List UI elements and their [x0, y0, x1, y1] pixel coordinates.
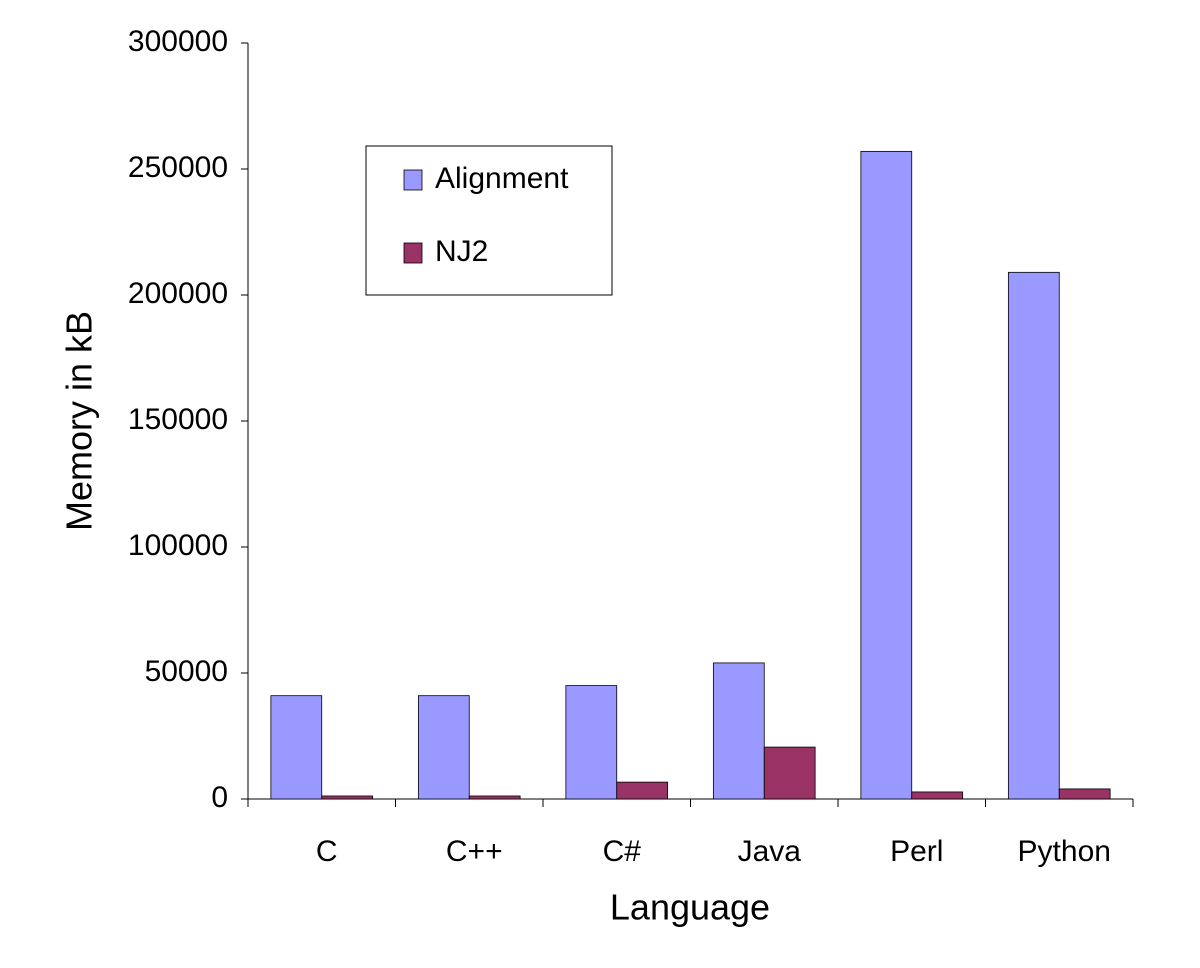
bar [911, 791, 964, 800]
legend-label: NJ2 [435, 235, 488, 268]
y-tick-label: 200000 [128, 277, 228, 310]
y-axis-title: Memory in kB [59, 311, 100, 531]
y-tick-label: 250000 [128, 151, 228, 184]
y-tick-label: 100000 [128, 529, 228, 562]
bar [565, 685, 618, 800]
y-tick-label: 50000 [145, 655, 228, 688]
x-tick-label: C# [603, 835, 642, 868]
y-tick-label: 0 [211, 781, 228, 814]
legend-swatch [403, 169, 423, 191]
bar [1007, 271, 1060, 800]
y-tick-label: 300000 [128, 25, 228, 58]
legend-label: Alignment [435, 162, 569, 195]
y-tick-label: 150000 [128, 403, 228, 436]
x-tick-label: C [316, 835, 338, 868]
x-tick-label: Python [1018, 835, 1111, 868]
bar [321, 795, 374, 800]
bar [417, 695, 470, 800]
x-tick-label: Java [738, 835, 802, 868]
bar [860, 150, 913, 800]
bar [763, 746, 816, 800]
x-tick-label: Perl [890, 835, 943, 868]
x-tick-label: C++ [446, 835, 503, 868]
bar [616, 781, 669, 800]
bar [468, 795, 521, 800]
legend-swatch [403, 242, 423, 264]
x-axis-title: Language [610, 887, 770, 928]
bar [1058, 788, 1111, 800]
bar [270, 695, 323, 800]
bar [712, 662, 765, 800]
